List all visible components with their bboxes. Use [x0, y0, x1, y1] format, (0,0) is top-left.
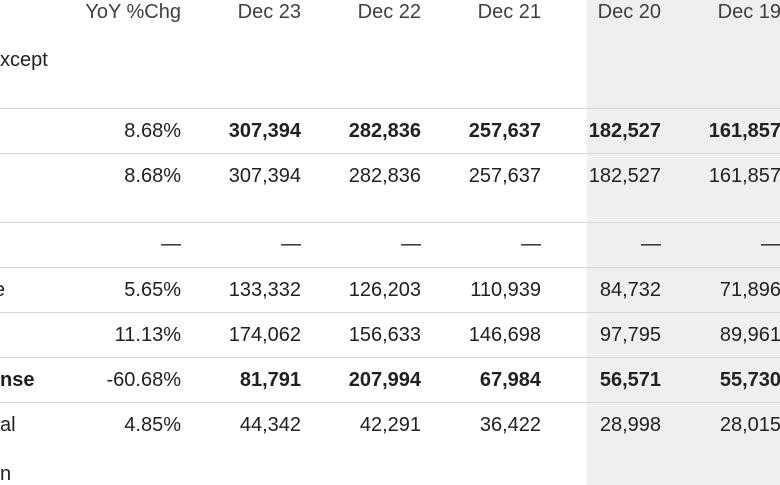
cell-yoy: 4.85%	[124, 414, 181, 436]
row-divider	[0, 108, 780, 109]
row-label: e	[0, 278, 5, 302]
cell-yoy: —	[161, 233, 181, 255]
cell-dec-23: 307,394	[228, 165, 301, 187]
row-label-fragment: n	[0, 463, 12, 485]
row-divider	[0, 222, 780, 223]
cell-dec-20: 182,527	[588, 120, 661, 142]
table-header-row: YoY %Chg Dec 23 Dec 22 Dec 21 Dec 20 Dec…	[0, 0, 780, 40]
cell-dec-21: 67,984	[479, 369, 541, 391]
cell-dec-22: 207,994	[348, 369, 421, 391]
cell-dec-20: —	[641, 233, 661, 255]
cell-yoy: 8.68%	[124, 120, 181, 142]
cell-dec-23: 44,342	[239, 414, 301, 436]
cell-dec-21: 36,422	[479, 414, 541, 436]
cell-dec-20: 97,795	[599, 324, 661, 346]
header-dec-19[interactable]: Dec 19	[717, 1, 780, 23]
cell-dec-21: 257,637	[468, 120, 541, 142]
cell-yoy: 5.65%	[124, 279, 181, 301]
cell-dec-20: 56,571	[599, 369, 661, 391]
header-label-fragment: xcept	[0, 49, 48, 71]
cell-dec-22: 42,291	[359, 414, 421, 436]
cell-dec-19: 28,015	[719, 414, 780, 436]
header-yoy-chg[interactable]: YoY %Chg	[85, 1, 181, 23]
header-dec-23[interactable]: Dec 23	[237, 1, 301, 23]
header-dec-22[interactable]: Dec 22	[357, 1, 421, 23]
cell-dec-19: 55,730	[719, 369, 780, 391]
cell-yoy: -60.68%	[106, 369, 182, 391]
cell-dec-21: 110,939	[470, 279, 541, 301]
cell-dec-20: 84,732	[599, 279, 661, 301]
cell-dec-22: 156,633	[348, 324, 421, 346]
cell-dec-21: 257,637	[468, 165, 541, 187]
cell-yoy: 8.68%	[124, 165, 181, 187]
cell-dec-23: 81,791	[239, 369, 301, 391]
cell-dec-19: 161,857	[708, 165, 780, 187]
row-divider	[0, 267, 780, 268]
cell-dec-20: 182,527	[588, 165, 661, 187]
cell-dec-21: —	[521, 233, 541, 255]
cell-dec-19: 161,857	[708, 120, 780, 142]
cell-dec-22: —	[401, 233, 421, 255]
row-divider	[0, 312, 780, 313]
row-label: nse	[0, 369, 35, 391]
row-label: al	[0, 414, 16, 436]
row-divider	[0, 153, 780, 154]
header-dec-20[interactable]: Dec 20	[597, 1, 661, 23]
row-divider	[0, 402, 780, 403]
cell-dec-22: 282,836	[348, 165, 421, 187]
cell-dec-19: —	[761, 233, 780, 255]
cell-dec-19: 71,896	[719, 279, 780, 301]
cell-dec-22: 126,203	[348, 279, 421, 301]
cell-dec-23: 133,332	[228, 279, 301, 301]
cell-dec-23: 307,394	[228, 120, 301, 142]
cell-dec-19: 89,961	[719, 324, 780, 346]
row-divider	[0, 357, 780, 358]
highlighted-column-background	[587, 0, 780, 485]
cell-dec-22: 282,836	[348, 120, 421, 142]
cell-yoy: 11.13%	[114, 324, 181, 346]
cell-dec-20: 28,998	[599, 414, 661, 436]
cell-dec-21: 146,698	[468, 324, 541, 346]
cell-dec-23: —	[281, 233, 301, 255]
header-dec-21[interactable]: Dec 21	[477, 1, 541, 23]
cell-dec-23: 174,062	[228, 324, 301, 346]
